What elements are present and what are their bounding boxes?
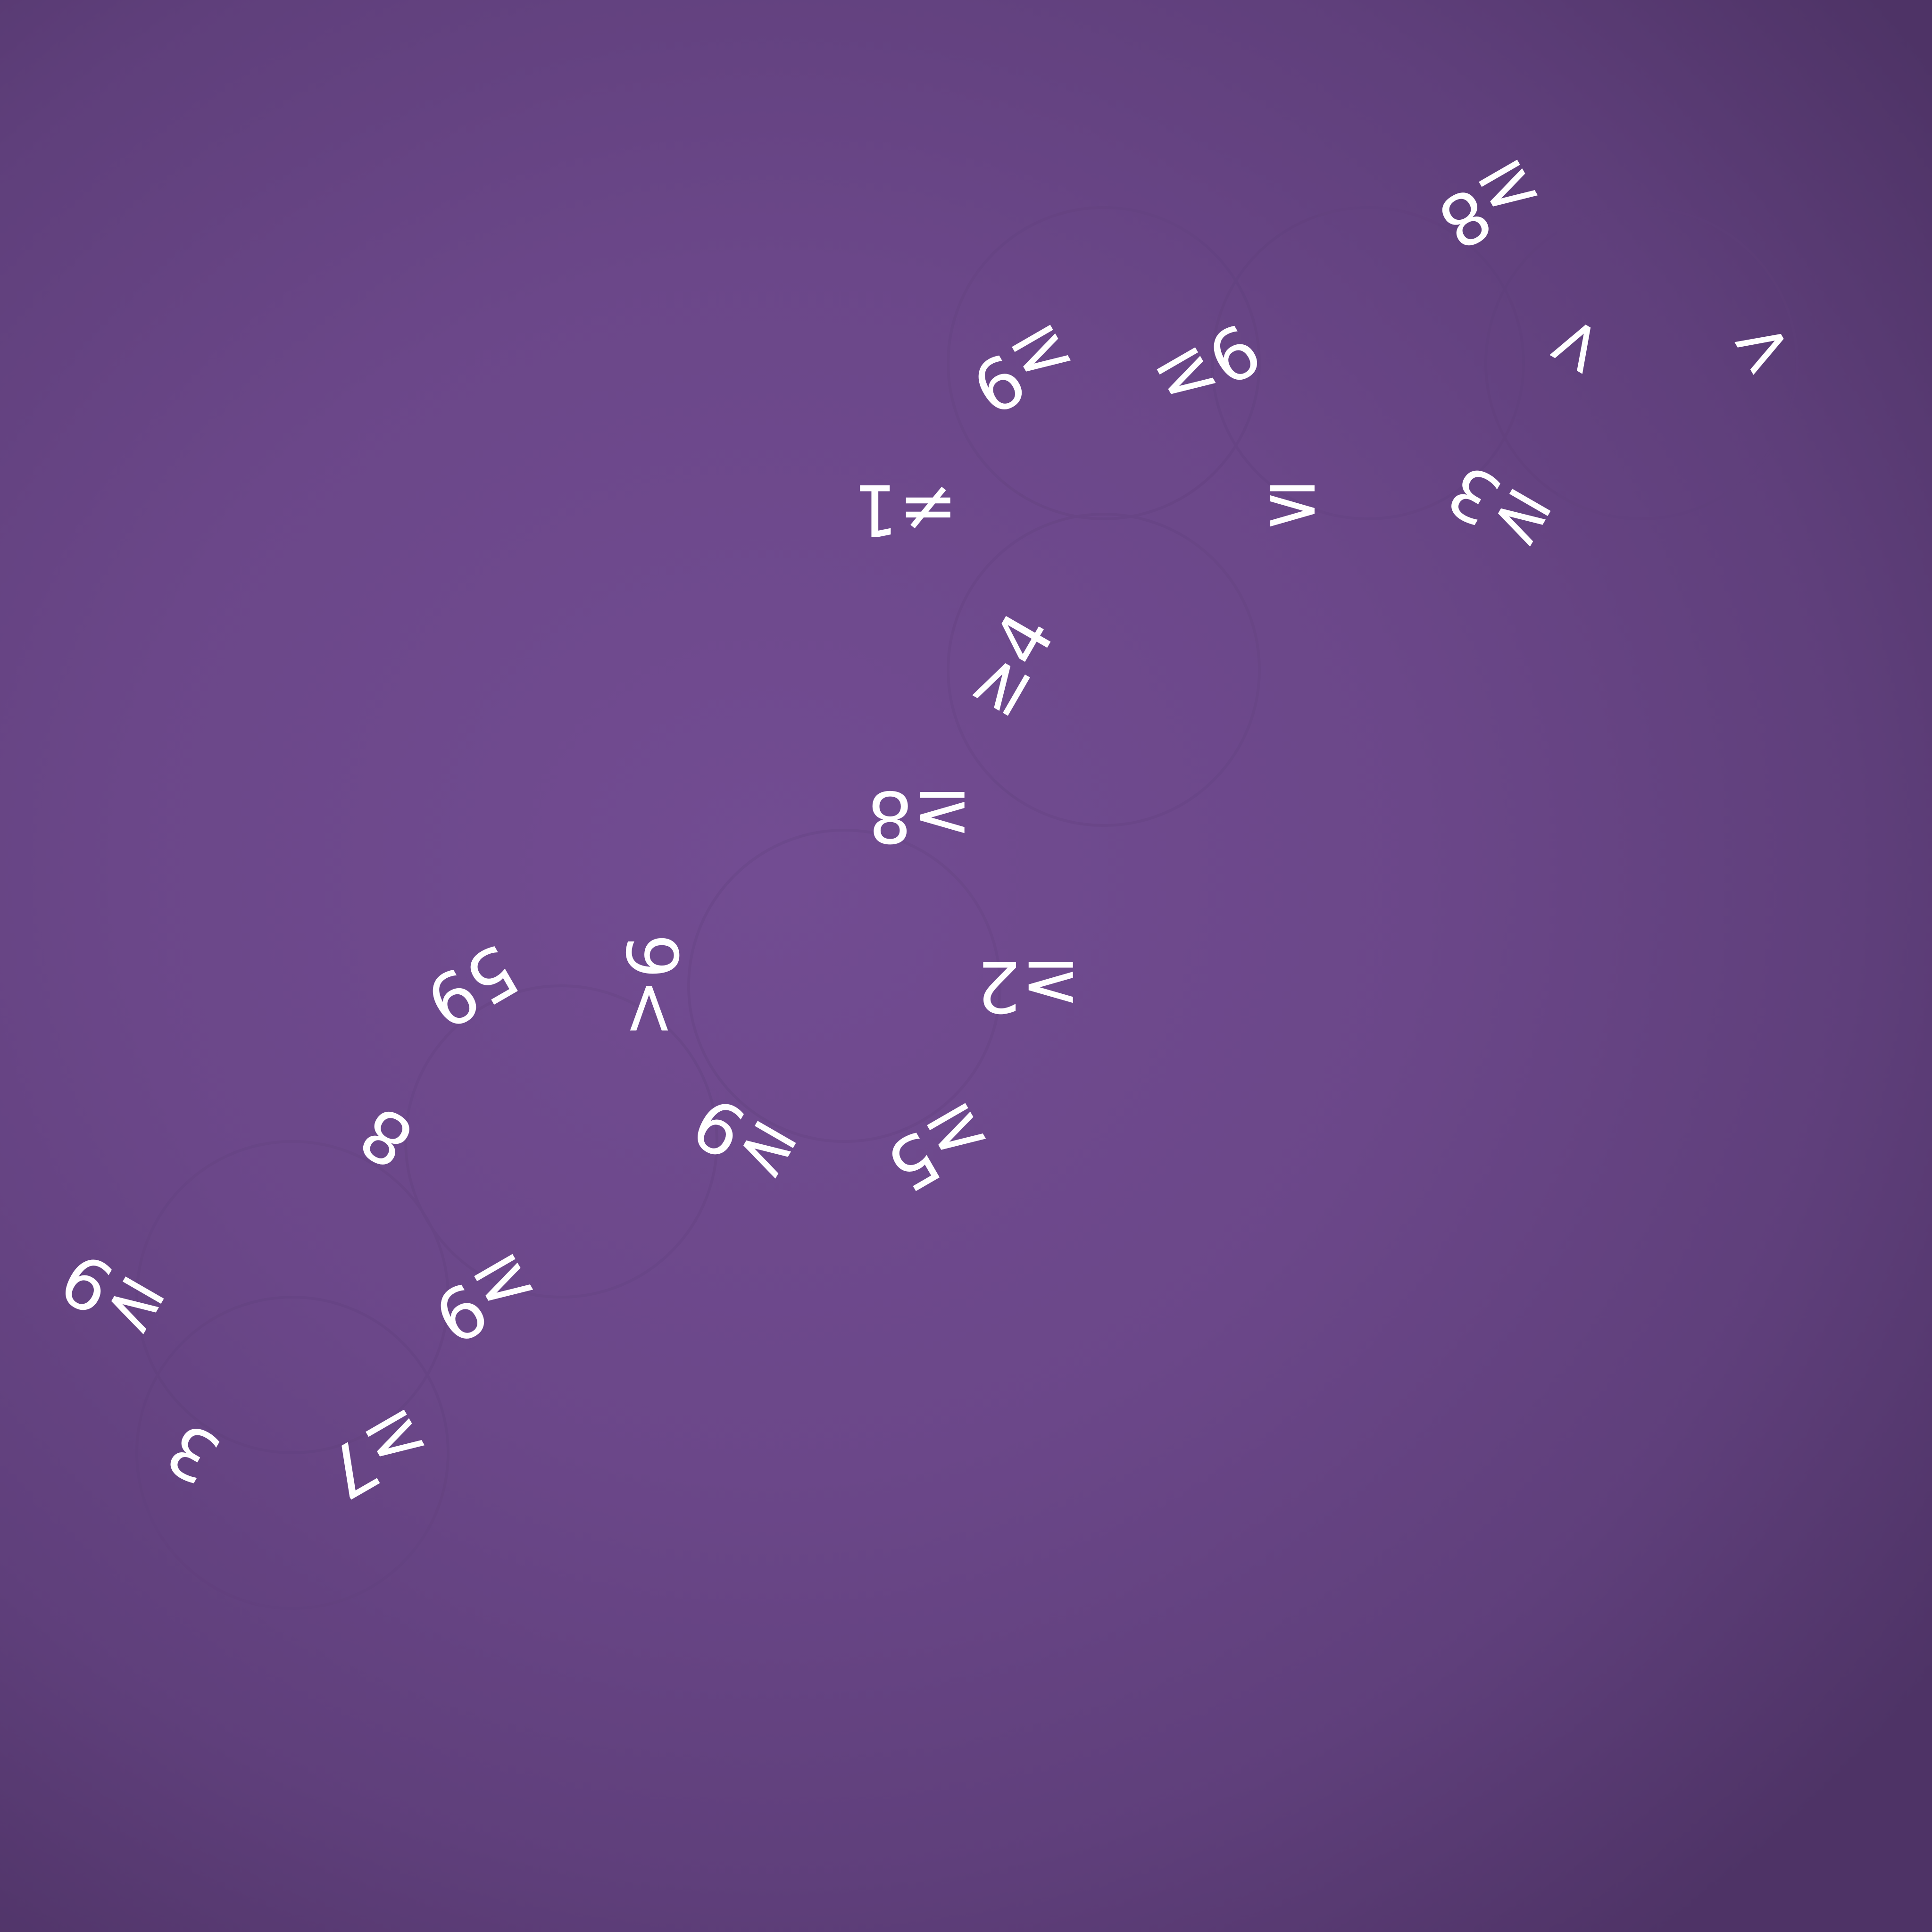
tile-label: ≥8 [867, 775, 972, 857]
number-tile[interactable]: ≥8 [863, 759, 976, 873]
tile-label: ≠1 [853, 468, 958, 550]
tile-label: ≥2 [976, 945, 1081, 1027]
tile-label: < [1718, 299, 1810, 400]
tile-label: 59 [412, 927, 532, 1044]
number-tile[interactable]: ≤ [1236, 453, 1349, 566]
number-tile[interactable]: 9< [594, 929, 708, 1042]
tile-label: ≤ [1263, 468, 1322, 550]
tile-label: 8 [347, 1090, 427, 1184]
number-tile[interactable]: ≥2 [972, 929, 1085, 1042]
tile-label: 3 [153, 1406, 233, 1500]
tile-label: > [1525, 298, 1626, 391]
number-tile[interactable]: ≠1 [849, 453, 962, 566]
tile-label: 9< [610, 933, 692, 1038]
